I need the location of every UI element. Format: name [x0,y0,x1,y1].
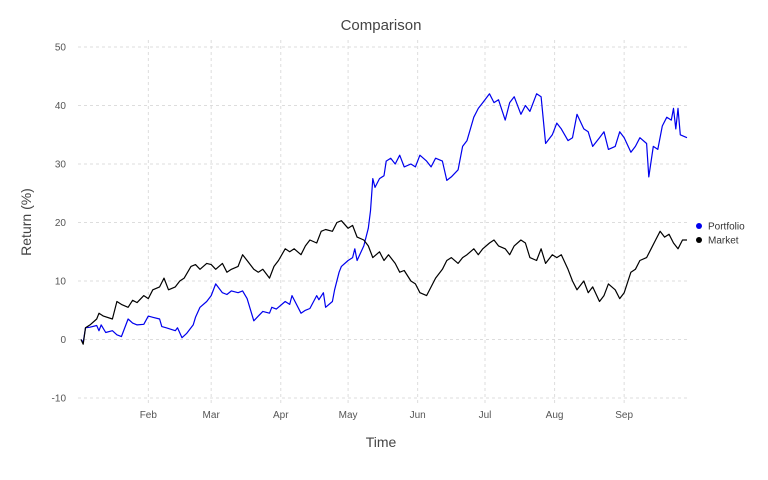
chart-title: Comparison [341,17,422,34]
x-tick-label: Mar [203,410,221,421]
legend-label-market: Market [708,236,739,247]
legend: Portfolio Market [696,222,745,247]
legend-item-market: Market [696,236,739,247]
y-tick-label: 0 [60,335,66,346]
series-lines [80,93,688,345]
legend-marker-portfolio [696,223,702,229]
y-axis-ticks: -10 0 10 20 30 40 50 [52,43,67,405]
x-tick-label: Feb [140,410,158,421]
y-tick-label: 10 [55,277,67,288]
x-tick-label: May [339,410,358,421]
series-line-market [80,220,687,345]
x-tick-label: Sep [615,410,633,421]
y-tick-label: 40 [55,101,67,112]
x-tick-label: Jun [410,410,426,421]
x-tick-label: Jul [479,410,492,421]
grid [78,40,690,405]
legend-marker-market [696,237,702,243]
x-tick-label: Apr [273,410,289,421]
y-tick-label: 20 [55,218,67,229]
x-axis-title: Time [366,434,397,450]
x-axis-ticks: Feb Mar Apr May Jun Jul Aug Sep [140,410,634,421]
y-tick-label: 30 [55,160,67,171]
x-tick-label: Aug [546,410,564,421]
y-axis-title: Return (%) [18,188,34,256]
legend-label-portfolio: Portfolio [708,222,745,233]
series-line-portfolio [80,93,688,343]
y-tick-label: -10 [52,394,67,405]
legend-item-portfolio: Portfolio [696,222,745,233]
y-tick-label: 50 [55,43,67,54]
